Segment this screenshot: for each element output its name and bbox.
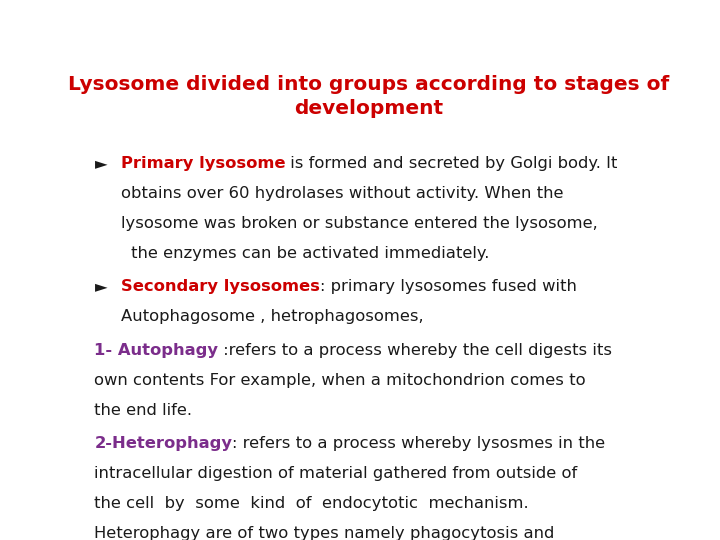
Text: ►: ► [94, 279, 107, 294]
Text: intracellular digestion of material gathered from outside of: intracellular digestion of material gath… [94, 466, 577, 481]
Text: Secondary lysosomes: Secondary lysosomes [121, 279, 320, 294]
Text: 1- Autophagy: 1- Autophagy [94, 343, 218, 359]
Text: Primary lysosome: Primary lysosome [121, 156, 285, 171]
Text: 2-Heterophagy: 2-Heterophagy [94, 436, 233, 451]
Text: Heterophagy are of two types namely phagocytosis and: Heterophagy are of two types namely phag… [94, 526, 555, 540]
Text: : primary lysosomes fused with: : primary lysosomes fused with [320, 279, 577, 294]
Text: obtains over 60 hydrolases without activity. When the: obtains over 60 hydrolases without activ… [121, 186, 563, 201]
Text: own contents For example, when a mitochondrion comes to: own contents For example, when a mitocho… [94, 373, 586, 388]
Text: is formed and secreted by Golgi body. It: is formed and secreted by Golgi body. It [285, 156, 618, 171]
Text: the cell  by  some  kind  of  endocytotic  mechanism.: the cell by some kind of endocytotic mec… [94, 496, 529, 511]
Text: :refers to a process whereby the cell digests its: :refers to a process whereby the cell di… [218, 343, 613, 359]
Text: ►: ► [94, 156, 107, 171]
Text: the enzymes can be activated immediately.: the enzymes can be activated immediately… [131, 246, 489, 261]
Text: : refers to a process whereby lysosmes in the: : refers to a process whereby lysosmes i… [233, 436, 606, 451]
Text: lysosome was broken or substance entered the lysosome,: lysosome was broken or substance entered… [121, 216, 598, 231]
Text: the end life.: the end life. [94, 403, 192, 418]
Text: Lysosome divided into groups according to stages of
development: Lysosome divided into groups according t… [68, 75, 670, 118]
Text: Autophagosome , hetrophagosomes,: Autophagosome , hetrophagosomes, [121, 309, 423, 324]
